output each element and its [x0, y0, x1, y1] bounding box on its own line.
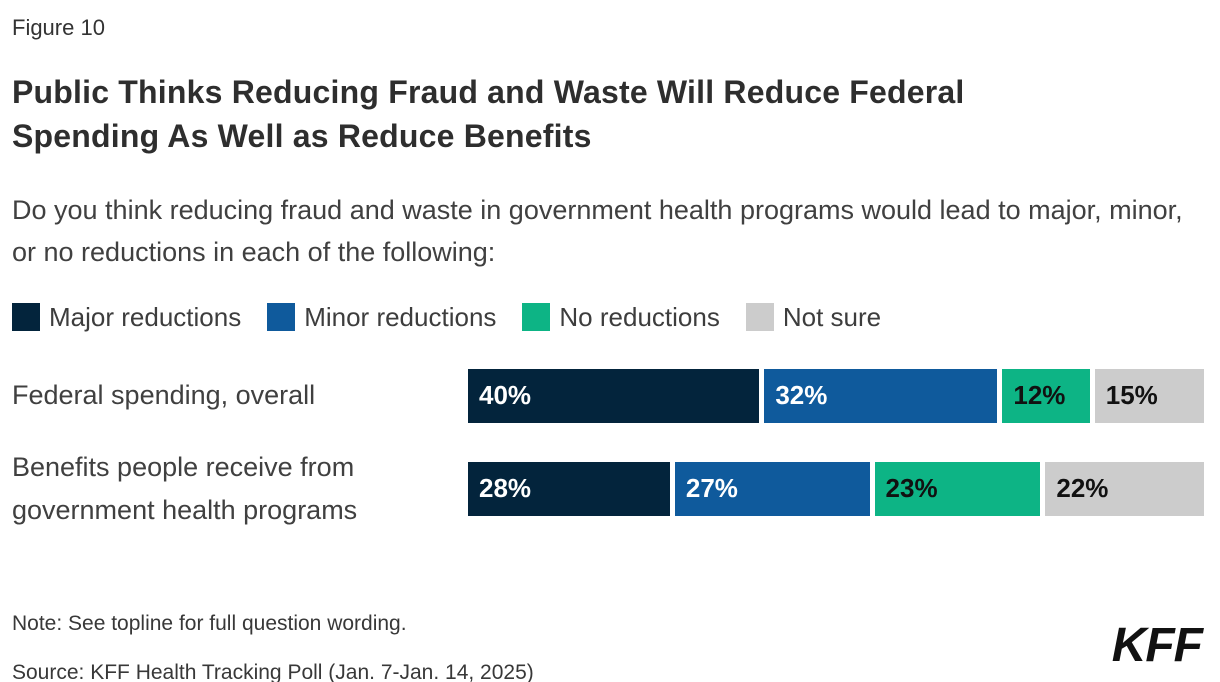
- chart-row: Federal spending, overall 40% 32% 12% 15%: [12, 368, 1204, 423]
- legend-item: Minor reductions: [267, 302, 496, 333]
- row-label: Federal spending, overall: [12, 379, 316, 410]
- legend-item: Major reductions: [12, 302, 241, 333]
- legend-swatch-icon: [745, 303, 774, 331]
- bar-value-label: 23%: [885, 473, 938, 504]
- legend-label: Major reductions: [49, 301, 242, 332]
- bar-segment: 22%: [1045, 461, 1204, 516]
- row-label: Benefits people receive from government …: [12, 451, 358, 525]
- legend-label: No reductions: [559, 301, 720, 332]
- bar-segment: 28%: [468, 461, 670, 516]
- bar-segment: 40%: [468, 368, 760, 423]
- chart-subtitle: Do you think reducing fraud and waste in…: [12, 194, 1183, 267]
- bar-value-label: 32%: [775, 380, 828, 410]
- chart-title: Public Thinks Reducing Fraud and Waste W…: [12, 73, 965, 154]
- legend-item: No reductions: [522, 301, 720, 333]
- legend-swatch-icon: [267, 303, 296, 331]
- kff-logo: KFF: [1111, 619, 1203, 672]
- source-text: Source: KFF Health Tracking Poll (Jan. 7…: [12, 661, 534, 682]
- legend-swatch-icon: [522, 303, 551, 331]
- figure-label: Figure 10: [12, 15, 105, 40]
- stacked-bar: 28% 27% 23% 22%: [468, 461, 1204, 516]
- legend-item: Not sure: [745, 301, 882, 333]
- bar-value-label: 15%: [1105, 380, 1158, 410]
- bar-value-label: 22%: [1056, 473, 1109, 504]
- bar-value-label: 12%: [1013, 380, 1066, 410]
- bar-segment: 32%: [764, 368, 998, 423]
- legend-swatch-icon: [12, 303, 40, 331]
- legend: Major reductions Minor reductions No reduc…: [12, 302, 1204, 333]
- bar-value-label: 27%: [685, 473, 738, 504]
- bar-segment: 27%: [674, 461, 870, 516]
- bar-value-label: 40%: [479, 380, 532, 410]
- legend-label: Not sure: [782, 301, 882, 332]
- bar-segment: 15%: [1094, 368, 1204, 423]
- stacked-bar: 40% 32% 12% 15%: [468, 368, 1204, 423]
- bar-chart: Federal spending, overall 40% 32% 12% 15% Ben…: [12, 368, 1204, 532]
- footer: Note: See topline for full question word…: [12, 610, 1204, 682]
- note-text: Note: See topline for full question word…: [12, 611, 407, 635]
- legend-label: Minor reductions: [304, 301, 497, 332]
- bar-segment: 23%: [874, 461, 1041, 516]
- bar-value-label: 28%: [479, 473, 532, 504]
- chart-row: Benefits people receive from government …: [12, 446, 1204, 532]
- bar-segment: 12%: [1002, 368, 1090, 423]
